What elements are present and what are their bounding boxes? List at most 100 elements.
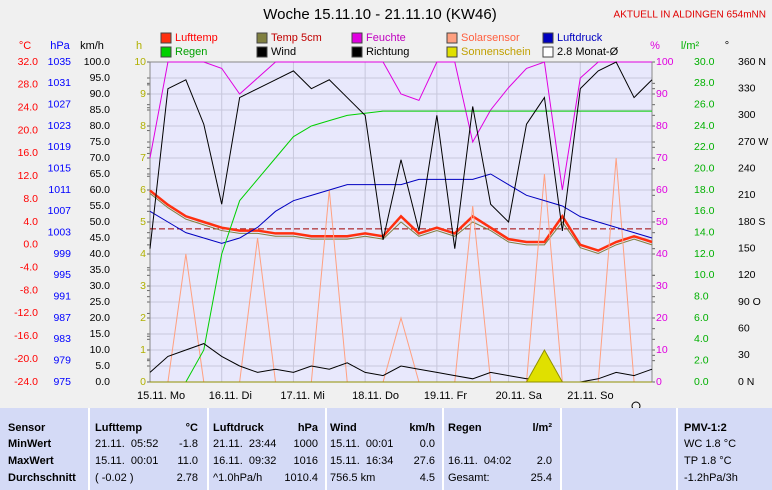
y-tick-label: 25.0 <box>90 296 111 308</box>
y-tick-label: -16.0 <box>14 330 38 342</box>
legend-label: Feuchte <box>366 32 406 44</box>
series-line <box>149 189 653 252</box>
y-tick-label: -12.0 <box>14 307 38 319</box>
table-cell: 4.5 <box>419 472 435 484</box>
y-tick-label: 20 <box>656 312 668 324</box>
table-cell: -1.2hPa/3h <box>684 472 738 484</box>
column-separator <box>676 408 678 490</box>
x-tick-label: 21.11. So <box>567 390 613 402</box>
series-line <box>149 173 653 244</box>
table-cell: PMV-1:2 <box>684 422 727 434</box>
table-cell: Luftdruck <box>213 422 264 434</box>
table-cell: Durchschnitt <box>8 472 76 484</box>
axis-label: l/m² <box>681 40 700 52</box>
y-tick-label: 70.0 <box>90 152 111 164</box>
y-tick-label: 0.0 <box>23 239 38 251</box>
series-line <box>149 61 652 191</box>
y-tick-label: 330 <box>738 82 756 94</box>
legend-label: Solarsensor <box>461 32 520 44</box>
y-tick-label: 80 <box>656 120 668 132</box>
x-tick-label: 20.11. Sa <box>496 390 543 402</box>
table-cell: 25.4 <box>530 472 552 484</box>
legend-swatch <box>351 46 363 58</box>
y-tick-label: 28.0 <box>694 77 715 89</box>
table-cell: TP 1.8 °C <box>684 455 732 467</box>
legend-swatch <box>446 32 458 44</box>
y-tick-label: 4.0 <box>23 216 38 228</box>
series-line <box>150 110 652 383</box>
y-tick-label: -24.0 <box>14 376 38 388</box>
table-cell: 1016 <box>293 455 318 467</box>
y-tick-label: 28.0 <box>18 79 39 91</box>
y-tick-label: 14.0 <box>694 226 715 238</box>
y-tick-label: 9 <box>140 88 146 100</box>
table-cell: 1010.4 <box>284 472 318 484</box>
icon <box>631 401 641 408</box>
legend-swatch <box>542 46 554 58</box>
table-cell: ^1.0hPa/h <box>213 472 263 484</box>
y-tick-label: 8.0 <box>694 290 709 302</box>
y-tick-label: 1 <box>140 344 146 356</box>
y-tick-label: 30.0 <box>90 280 111 292</box>
table-cell: hPa <box>297 422 318 434</box>
y-tick-label: 30 <box>656 280 668 292</box>
y-tick-label: 90 O <box>738 296 761 308</box>
y-tick-label: 991 <box>53 290 71 302</box>
table-cell: 21.11. 05:52 <box>95 438 159 450</box>
table-cell: 15.11. 00:01 <box>330 438 394 450</box>
y-tick-label: 16.0 <box>18 147 39 159</box>
y-tick-label: 8.0 <box>23 193 38 205</box>
y-tick-label: 5.0 <box>95 360 110 372</box>
y-tick-label: 1003 <box>48 226 72 238</box>
y-tick-label: 5 <box>140 216 146 228</box>
legend-label: Temp 5cm <box>271 32 322 44</box>
y-tick-label: 4 <box>140 248 146 260</box>
column-separator <box>325 408 327 490</box>
y-tick-label: 70 <box>656 152 668 164</box>
y-tick-label: 0.0 <box>95 376 110 388</box>
y-tick-label: 0 <box>140 376 146 388</box>
stats-table: Sensor Lufttemp °C Luftdruck hPa Wind km/h Rege… <box>0 408 772 490</box>
y-tick-label: 4.0 <box>694 333 709 345</box>
column-separator <box>560 408 562 490</box>
y-tick-label: 180 S <box>738 216 765 228</box>
y-tick-label: 210 <box>738 189 756 201</box>
legend-swatch <box>160 32 172 44</box>
table-cell: 756.5 km <box>330 472 376 484</box>
table-cell: 1000 <box>293 438 318 450</box>
table-cell: 2.0 <box>536 455 552 467</box>
y-tick-label: 22.0 <box>694 141 715 153</box>
y-tick-label: 30.0 <box>694 56 715 68</box>
table-cell: MinWert <box>8 438 52 450</box>
y-tick-label: 1007 <box>48 205 72 217</box>
y-tick-label: 16.0 <box>694 205 715 217</box>
y-tick-label: 999 <box>53 248 71 260</box>
y-tick-label: 1011 <box>48 184 71 196</box>
y-tick-label: 6 <box>140 184 146 196</box>
legend-label: Regen <box>175 46 207 58</box>
y-tick-label: 60.0 <box>90 184 111 196</box>
table-cell: Gesamt: <box>448 472 490 484</box>
y-tick-label: 975 <box>53 376 71 388</box>
column-separator <box>442 408 444 490</box>
y-tick-label: 2 <box>140 312 146 324</box>
table-cell: 16.11. 04:02 <box>448 455 512 467</box>
y-tick-label: 95.0 <box>90 72 111 84</box>
y-tick-label: 150 <box>738 242 756 254</box>
y-tick-label: -8.0 <box>20 284 38 296</box>
y-tick-label: 983 <box>53 333 71 345</box>
series-line <box>149 193 653 254</box>
legend-label: Luftdruck <box>557 32 603 44</box>
table-cell: 11.0 <box>177 455 198 467</box>
y-tick-label: 10 <box>134 56 146 68</box>
column-separator <box>88 408 90 490</box>
x-tick-label: 17.11. Mi <box>280 390 324 402</box>
y-tick-label: 24.0 <box>694 120 715 132</box>
x-tick-label: 16.11. Di <box>209 390 252 402</box>
table-cell: 15.11. 16:34 <box>330 455 394 467</box>
x-tick-label: 19.11. Fr <box>424 390 468 402</box>
series-area <box>150 348 652 383</box>
legend-label: Lufttemp <box>175 32 218 44</box>
y-tick-label: 90.0 <box>90 88 111 100</box>
table-cell: Regen <box>448 422 482 434</box>
